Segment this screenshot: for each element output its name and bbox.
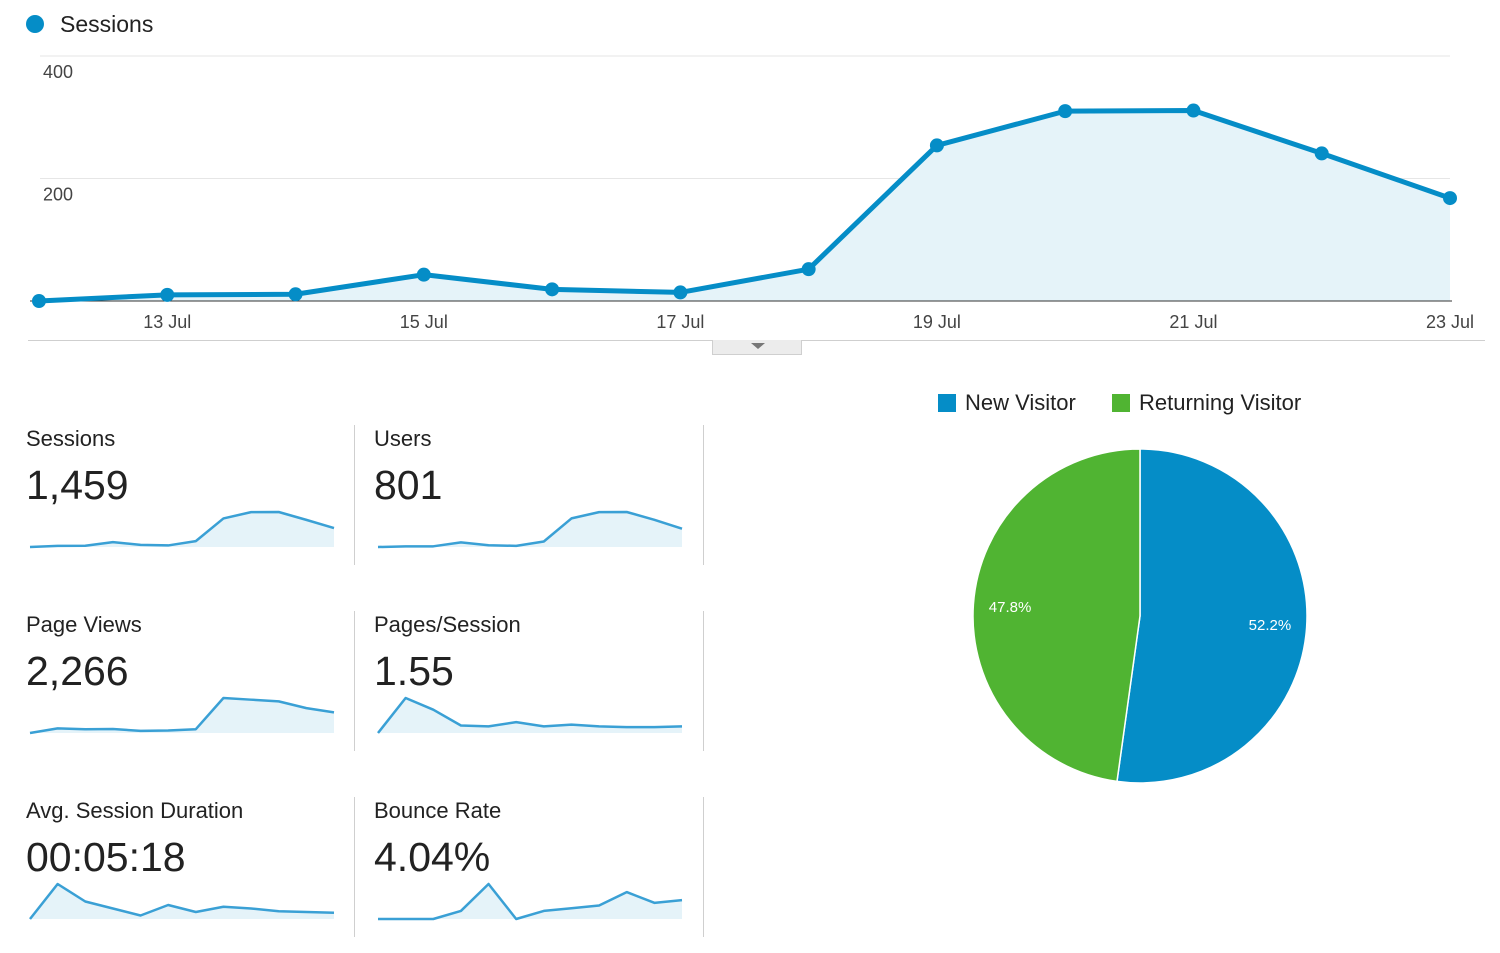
metric-separator xyxy=(354,797,355,937)
sparkline-area xyxy=(30,512,334,547)
sessions-line xyxy=(38,108,1451,304)
pie-slice-returning-visitor[interactable] xyxy=(972,448,1141,783)
metric-label: Bounce Rate xyxy=(374,798,502,823)
new-visitor-swatch xyxy=(938,394,956,412)
data-point[interactable] xyxy=(1186,103,1201,118)
metric-tile[interactable]: Sessions 1,459 xyxy=(26,426,346,566)
data-point[interactable] xyxy=(1314,146,1329,161)
metric-value: 801 xyxy=(374,462,443,508)
y-tick-label: 400 xyxy=(43,62,73,82)
data-point[interactable] xyxy=(1443,191,1457,206)
visitor-type-pie-chart: 52.2% 47.8% xyxy=(972,448,1308,784)
sparkline-line xyxy=(377,696,683,734)
metric-label: Sessions xyxy=(26,426,116,451)
x-tick-label: 21 Jul xyxy=(1169,312,1217,332)
sparkline-line xyxy=(29,882,335,920)
sessions-legend-dot xyxy=(26,15,44,33)
sessions-line-chart: 200 400 13 Jul 15 Jul 17 Jul 19 Jul 21 Jul 23 J… xyxy=(30,55,1474,332)
data-point[interactable] xyxy=(673,285,688,300)
sessions-legend-label: Sessions xyxy=(60,11,154,37)
data-point[interactable] xyxy=(288,287,303,302)
data-point[interactable] xyxy=(801,262,816,277)
x-tick-label: 13 Jul xyxy=(143,312,191,332)
pie-legend-new-visitor[interactable]: New Visitor xyxy=(938,390,1076,416)
metric-separator xyxy=(354,611,355,751)
data-point[interactable] xyxy=(545,282,560,297)
metric-sparkline xyxy=(377,510,683,549)
metric-value: 2,266 xyxy=(26,648,129,694)
x-tick-label: 23 Jul xyxy=(1426,312,1474,332)
metric-separator xyxy=(703,425,704,565)
data-point[interactable] xyxy=(32,294,46,308)
sparkline-line xyxy=(378,882,683,921)
metric-sparkline xyxy=(378,882,683,921)
x-tick-label: 15 Jul xyxy=(400,312,448,332)
metric-tile[interactable]: Page Views 2,266 xyxy=(26,612,346,752)
metric-tile[interactable]: Bounce Rate 4.04% xyxy=(374,798,694,938)
sparkline-line xyxy=(29,696,335,735)
chevron-down-icon xyxy=(751,343,765,349)
sparkline-line xyxy=(29,510,335,549)
chart-collapse-toggle[interactable] xyxy=(712,340,802,355)
metric-tile[interactable]: Avg. Session Duration 00:05:18 xyxy=(26,798,346,938)
metric-separator xyxy=(354,425,355,565)
x-tick-label: 19 Jul xyxy=(913,312,961,332)
returning-visitor-swatch xyxy=(1112,394,1130,412)
sparkline-area xyxy=(378,884,682,919)
metric-value: 00:05:18 xyxy=(26,834,186,880)
metric-tile[interactable]: Pages/Session 1.55 xyxy=(374,612,694,752)
metric-sparkline xyxy=(29,510,335,549)
metric-label: Users xyxy=(374,426,432,451)
pie-slice-new-visitor[interactable] xyxy=(1116,448,1308,784)
metric-sparkline xyxy=(29,696,335,735)
data-point[interactable] xyxy=(160,287,175,302)
metric-sparkline xyxy=(377,696,683,734)
metric-value: 1,459 xyxy=(26,462,129,508)
metric-value: 1.55 xyxy=(374,648,454,694)
metric-label: Page Views xyxy=(26,612,142,637)
sparkline-area xyxy=(30,884,334,919)
sparkline-area xyxy=(378,698,682,733)
metric-label: Avg. Session Duration xyxy=(26,798,244,823)
data-point[interactable] xyxy=(416,267,431,282)
sparkline-area xyxy=(30,698,334,733)
data-point[interactable] xyxy=(929,138,944,153)
metric-separator xyxy=(703,797,704,937)
new-visitor-label: New Visitor xyxy=(965,390,1076,415)
returning-visitor-label: Returning Visitor xyxy=(1139,390,1302,415)
data-point[interactable] xyxy=(1058,104,1073,119)
metric-tile[interactable]: Users 801 xyxy=(374,426,694,566)
pie-value-label: 47.8% xyxy=(989,599,1032,616)
sessions-area xyxy=(39,110,1450,301)
sparkline-line xyxy=(377,510,683,549)
x-tick-label: 17 Jul xyxy=(656,312,704,332)
pie-value-label: 52.2% xyxy=(1249,617,1292,634)
metric-sparkline xyxy=(29,882,335,920)
metric-label: Pages/Session xyxy=(374,612,521,637)
pie-legend-returning-visitor[interactable]: Returning Visitor xyxy=(1112,390,1301,416)
y-tick-label: 200 xyxy=(43,185,73,205)
sparkline-area xyxy=(378,512,682,547)
metric-separator xyxy=(703,611,704,751)
metric-value: 4.04% xyxy=(374,834,491,880)
